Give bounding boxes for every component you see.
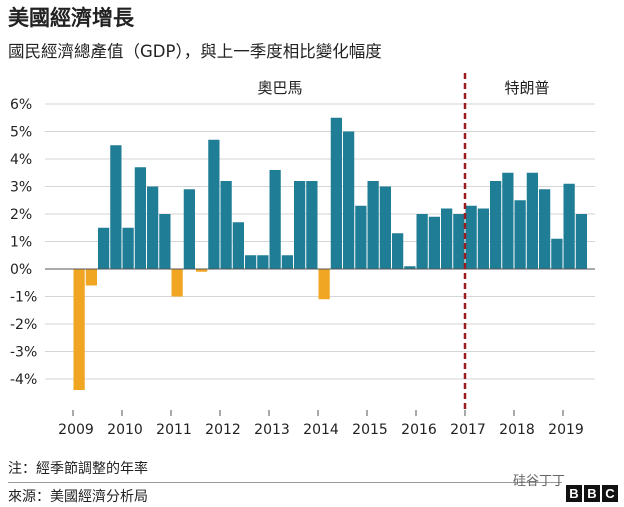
gdp-bar <box>355 205 367 269</box>
era-label-trump: 特朗普 <box>504 79 549 97</box>
x-tick-label: 2011 <box>156 422 192 438</box>
gdp-bar <box>73 269 85 390</box>
x-tick-label: 2015 <box>352 422 388 438</box>
y-tick-label: 1% <box>10 235 32 251</box>
y-tick-label: -3% <box>10 345 37 361</box>
gdp-bar <box>232 222 244 269</box>
gdp-bar <box>171 269 183 297</box>
y-tick-label: 6% <box>10 97 32 113</box>
y-tick-label: 4% <box>10 152 32 168</box>
x-tick-label: 2016 <box>401 422 437 438</box>
bbc-logo-letter: B <box>584 485 600 502</box>
gdp-bar <box>330 117 342 269</box>
gdp-bar <box>85 269 97 286</box>
gdp-bar <box>183 189 195 269</box>
gdp-bar <box>98 227 110 269</box>
gdp-bar <box>441 208 453 269</box>
y-tick-label: -2% <box>10 317 37 333</box>
bars <box>73 117 587 390</box>
gdp-bar <box>343 131 355 269</box>
footer-divider <box>8 482 562 483</box>
y-tick-label: 3% <box>10 180 32 196</box>
gdp-bar <box>281 255 293 269</box>
y-tick-label: 0% <box>10 262 32 278</box>
gdp-bar <box>245 255 257 269</box>
gdp-bar <box>196 269 208 272</box>
y-tick-label: 2% <box>10 207 32 223</box>
y-tick-label: -1% <box>10 290 37 306</box>
x-tick-label: 2014 <box>303 422 339 438</box>
gdp-bar <box>269 170 281 269</box>
x-tick-label: 2013 <box>254 422 290 438</box>
chart-title: 美國經濟增長 <box>8 6 134 30</box>
gdp-bar <box>453 214 465 269</box>
gdp-bar <box>318 269 330 300</box>
gdp-bar <box>392 233 404 269</box>
gdp-bar <box>502 172 514 269</box>
x-tick-label: 2009 <box>58 422 94 438</box>
y-tick-label: 5% <box>10 125 32 141</box>
gdp-bar <box>379 186 391 269</box>
x-tick-label: 2018 <box>499 422 535 438</box>
gdp-bar <box>159 214 171 269</box>
x-tick-label: 2010 <box>107 422 143 438</box>
gdp-bar <box>404 266 416 269</box>
gdp-bar <box>122 227 134 269</box>
gdp-bar <box>110 145 122 269</box>
gdp-bar-chart: 奧巴馬 特朗普 6% 5% 4% 3% 2% 1% 0% -1% -2% -3% -4% 2009 20… <box>10 73 595 438</box>
x-tick-label: 2012 <box>205 422 241 438</box>
gdp-bar <box>134 167 146 269</box>
axes <box>45 73 595 416</box>
gdp-bar <box>539 189 551 269</box>
gdp-bar <box>465 205 477 269</box>
bbc-logo: B B C <box>566 485 618 502</box>
chart-subtitle: 國民經濟總產值（GDP），與上一季度相比變化幅度 <box>8 42 382 61</box>
era-label-obama: 奧巴馬 <box>257 79 302 97</box>
gdp-bar <box>147 186 159 269</box>
labels: 奧巴馬 特朗普 6% 5% 4% 3% 2% 1% 0% -1% -2% -3% -4% 2009 20… <box>10 79 584 438</box>
gdp-bar <box>477 208 489 269</box>
watermark-text: 硅谷丁丁 <box>513 474 566 489</box>
chart-source: 來源：美國經濟分析局 <box>8 489 148 505</box>
gdp-bar <box>428 216 440 269</box>
gdp-bar <box>575 214 587 269</box>
gdp-bar <box>563 183 575 269</box>
gdp-bar <box>306 181 318 269</box>
gdp-bar <box>526 172 538 269</box>
gdp-bar <box>220 181 232 269</box>
gdp-bar <box>208 139 220 269</box>
gdp-bar <box>551 238 563 269</box>
gdp-bar <box>490 181 502 269</box>
x-tick-label: 2019 <box>548 422 584 438</box>
y-tick-label: -4% <box>10 372 37 388</box>
gdp-bar <box>367 181 379 269</box>
gdp-bar <box>257 255 269 269</box>
bbc-logo-letter: B <box>566 485 582 502</box>
chart-note: 注：經季節調整的年率 <box>8 461 148 477</box>
bbc-logo-letter: C <box>602 485 618 502</box>
gdp-bar <box>514 200 526 269</box>
gdp-bar <box>416 214 428 269</box>
x-tick-label: 2017 <box>450 422 486 438</box>
gdp-bar <box>294 181 306 269</box>
